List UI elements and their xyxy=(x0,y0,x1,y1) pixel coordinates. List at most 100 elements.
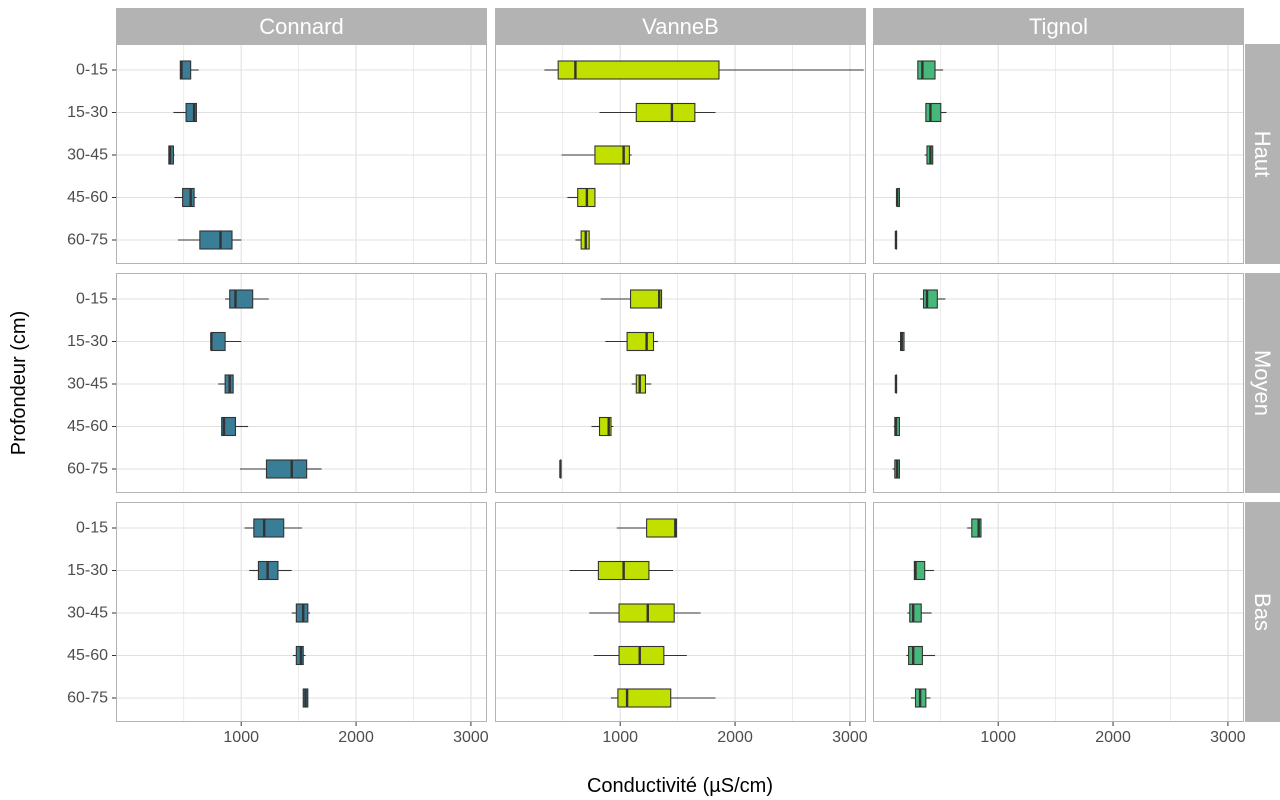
boxplot-box xyxy=(174,187,197,208)
y-tick-label: 45-60 xyxy=(67,418,108,435)
boxplot-box xyxy=(244,518,303,538)
boxplot-box xyxy=(544,60,864,80)
panel-border xyxy=(495,273,866,493)
x-tick-label: 1000 xyxy=(223,729,259,746)
panel-background xyxy=(873,44,1244,264)
interquartile-box xyxy=(598,416,612,437)
y-tick-label: 30-45 xyxy=(67,147,108,164)
boxplot-box xyxy=(910,688,931,708)
boxplot-box xyxy=(895,187,900,208)
interquartile-box xyxy=(629,289,663,309)
interquartile-box xyxy=(210,331,226,352)
boxplot-box xyxy=(925,102,947,123)
boxplot-box xyxy=(210,331,242,352)
interquartile-box xyxy=(617,688,672,708)
row-strip-label: Haut xyxy=(1250,131,1275,177)
y-tick-label: 15-30 xyxy=(67,333,108,350)
panel-background xyxy=(116,44,487,264)
boxplot-box xyxy=(240,459,322,479)
boxplot-box xyxy=(631,374,652,394)
y-tick-label: 60-75 xyxy=(67,461,108,478)
panel-border xyxy=(873,502,1244,722)
boxplot-box xyxy=(920,289,946,309)
y-tick-label: 45-60 xyxy=(67,647,108,664)
panels-layer: Connard VanneB Tignol Haut Moyen Bas 0-15 15-30… xyxy=(67,8,1280,746)
boxplot-box xyxy=(917,60,944,80)
interquartile-box xyxy=(253,518,285,538)
column-strip xyxy=(873,8,1244,44)
interquartile-box xyxy=(229,289,254,309)
row-strip xyxy=(1245,273,1280,493)
boxplot-box xyxy=(168,145,175,165)
panel-border xyxy=(873,273,1244,493)
interquartile-box xyxy=(909,603,922,623)
facet-panel xyxy=(495,502,866,722)
y-tick-label: 0-15 xyxy=(76,62,108,79)
facet-panel xyxy=(873,273,1244,493)
boxplot-box xyxy=(561,145,632,165)
interquartile-box xyxy=(971,518,982,538)
x-tick-label: 3000 xyxy=(1210,729,1246,746)
facet-panel xyxy=(495,273,866,493)
x-tick-label: 3000 xyxy=(832,729,868,746)
row-strip-label: Bas xyxy=(1250,593,1275,631)
boxplot-box xyxy=(589,603,701,623)
y-tick-label: 15-30 xyxy=(67,562,108,579)
x-tick-label: 1000 xyxy=(602,729,638,746)
boxplot-box xyxy=(575,230,590,250)
facet-panel xyxy=(116,273,487,493)
panel-background xyxy=(116,273,487,493)
column-strip xyxy=(495,8,866,44)
panel-border xyxy=(873,44,1244,264)
column-strip-label: Connard xyxy=(259,14,343,39)
boxplot-box xyxy=(599,102,716,123)
x-axis-title: Conductivité (µS/cm) xyxy=(587,775,773,797)
y-tick-label: 15-30 xyxy=(67,104,108,121)
facet-panel xyxy=(116,44,487,264)
panel-border xyxy=(116,44,487,264)
interquartile-box xyxy=(594,145,630,165)
panel-border xyxy=(495,44,866,264)
panel-border xyxy=(495,502,866,722)
boxplot-box xyxy=(178,230,242,250)
boxplot-box xyxy=(924,145,934,165)
boxplot-box xyxy=(967,518,982,538)
interquartile-box xyxy=(182,187,195,208)
panel-border xyxy=(116,273,487,493)
y-tick-label: 60-75 xyxy=(67,690,108,707)
boxplot-box xyxy=(893,416,900,437)
y-tick-label: 30-45 xyxy=(67,605,108,622)
boxplot-box xyxy=(892,459,900,479)
row-strip-label: Moyen xyxy=(1250,350,1275,416)
boxplot-box xyxy=(907,603,932,623)
facet-panel xyxy=(873,44,1244,264)
y-tick-label: 60-75 xyxy=(67,232,108,249)
boxplot-box xyxy=(173,102,197,123)
interquartile-box xyxy=(925,102,942,123)
interquartile-box xyxy=(185,102,197,123)
boxplot-box xyxy=(600,289,663,309)
x-tick-label: 2000 xyxy=(338,729,374,746)
boxplot-box xyxy=(292,645,306,666)
boxplot-box xyxy=(221,416,249,437)
panel-border xyxy=(116,502,487,722)
panel-background xyxy=(873,273,1244,493)
y-axis-title: Profondeur (cm) xyxy=(8,311,30,456)
x-tick-label: 2000 xyxy=(717,729,753,746)
boxplot-box xyxy=(567,187,596,208)
interquartile-box xyxy=(917,60,936,80)
interquartile-box xyxy=(626,331,655,352)
boxplot-box xyxy=(559,459,562,479)
interquartile-box xyxy=(618,645,665,666)
boxplot-box xyxy=(894,230,898,250)
interquartile-box xyxy=(557,60,720,80)
boxplot-box xyxy=(218,374,234,394)
boxplot-box xyxy=(898,331,905,352)
facet-panel xyxy=(495,44,866,264)
row-strip xyxy=(1245,502,1280,722)
panel-background xyxy=(873,502,1244,722)
boxplot-box xyxy=(591,416,614,437)
y-tick-label: 0-15 xyxy=(76,520,108,537)
column-strip-label: Tignol xyxy=(1029,14,1088,39)
